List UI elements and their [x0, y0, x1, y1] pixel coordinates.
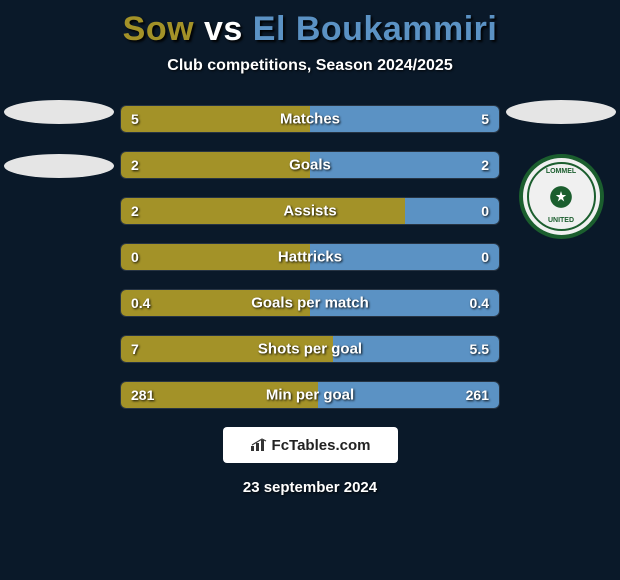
stat-value-right: 5: [481, 111, 489, 127]
club-name-top: LOMMEL: [546, 168, 576, 176]
bar-left: [121, 198, 405, 224]
player2-badges: LOMMEL UNITED: [506, 100, 616, 239]
stat-row: Assists 2 0: [120, 197, 500, 225]
title-vs: vs: [204, 10, 243, 48]
player1-badges: [4, 100, 114, 208]
title-player2: El Boukammiri: [253, 10, 498, 48]
player1-flag-placeholder: [4, 100, 114, 124]
subtitle: Club competitions, Season 2024/2025: [0, 57, 620, 75]
brand-text: FcTables.com: [272, 437, 371, 454]
stat-label: Goals: [289, 157, 331, 174]
stats-container: Matches 5 5 Goals 2 2 Assists 2 0 Hattricks 0 0 Goal…: [120, 105, 500, 409]
page-title: Sow vs El Boukammiri: [0, 0, 620, 49]
stat-label: Shots per goal: [258, 341, 362, 358]
player1-club-placeholder: [4, 154, 114, 178]
title-player1: Sow: [123, 10, 194, 48]
stat-row: Shots per goal 7 5.5: [120, 335, 500, 363]
bar-right: [310, 152, 499, 178]
brand-logo: FcTables.com: [223, 427, 398, 463]
stat-value-right: 0: [481, 249, 489, 265]
stat-row: Hattricks 0 0: [120, 243, 500, 271]
stat-label: Min per goal: [266, 387, 354, 404]
bar-left: [121, 152, 310, 178]
stat-value-left: 5: [131, 111, 139, 127]
stat-value-right: 2: [481, 157, 489, 173]
stat-value-left: 281: [131, 387, 154, 403]
stat-row: Goals 2 2: [120, 151, 500, 179]
stat-label: Hattricks: [278, 249, 342, 266]
stat-value-left: 2: [131, 203, 139, 219]
stat-value-right: 0.4: [470, 295, 489, 311]
stat-label: Goals per match: [251, 295, 369, 312]
player2-club-badge: LOMMEL UNITED: [519, 154, 604, 239]
date-line: 23 september 2024: [0, 479, 620, 496]
club-crest-icon: [548, 184, 574, 210]
stat-label: Matches: [280, 111, 340, 128]
stat-value-left: 2: [131, 157, 139, 173]
stat-value-left: 7: [131, 341, 139, 357]
club-name-bottom: UNITED: [548, 217, 574, 225]
stat-value-left: 0.4: [131, 295, 150, 311]
stat-row: Matches 5 5: [120, 105, 500, 133]
stat-row: Min per goal 281 261: [120, 381, 500, 409]
stat-value-right: 5.5: [470, 341, 489, 357]
stat-label: Assists: [283, 203, 336, 220]
stat-value-right: 261: [466, 387, 489, 403]
chart-icon: [250, 438, 268, 452]
stat-value-left: 0: [131, 249, 139, 265]
player2-flag-placeholder: [506, 100, 616, 124]
stat-row: Goals per match 0.4 0.4: [120, 289, 500, 317]
stat-value-right: 0: [481, 203, 489, 219]
